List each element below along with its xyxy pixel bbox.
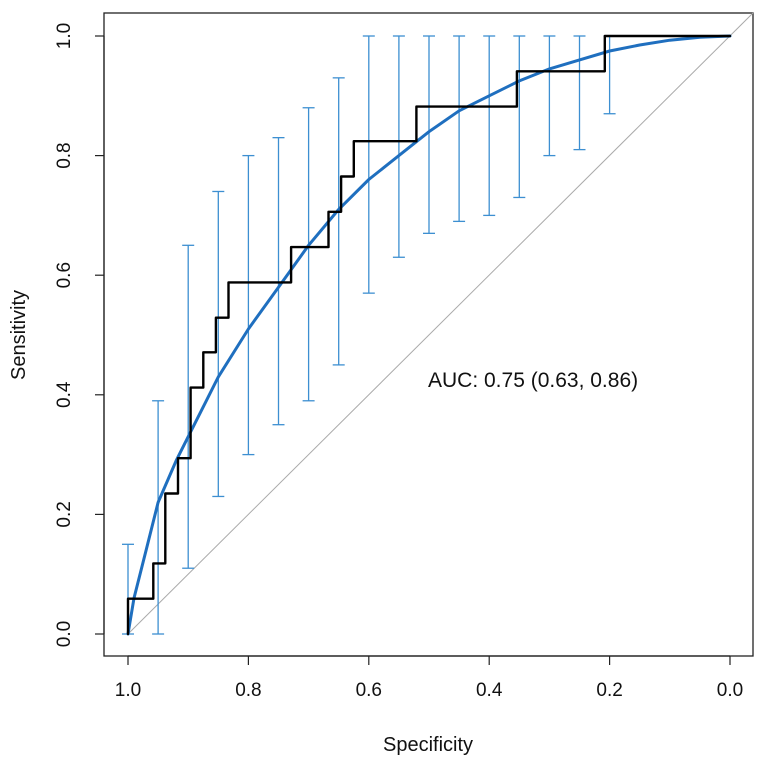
y-axis-title: Sensitivity [8, 290, 30, 380]
y-tick-label: 0.6 [54, 262, 75, 288]
x-axis-title: Specificity [383, 734, 473, 756]
x-tick-label: 1.0 [115, 680, 141, 701]
reference-diagonal [127, 12, 754, 635]
diagonal-layer [127, 12, 754, 635]
y-tick-label: 0.4 [54, 381, 75, 408]
x-tick-label: 0.8 [235, 680, 261, 701]
x-tick-label: 0.4 [476, 680, 503, 701]
x-tick-label: 0.6 [356, 680, 382, 701]
y-tick-label: 1.0 [54, 23, 75, 49]
y-tick-label: 0.2 [54, 501, 75, 527]
smoothed-roc-curve [126, 34, 732, 636]
auc-annotation: AUC: 0.75 (0.63, 0.86) [428, 369, 638, 392]
y-tick-label: 0.8 [54, 142, 75, 168]
empirical-curve-layer [126, 34, 732, 636]
smoothed-curve-layer [126, 34, 732, 636]
x-tick-label: 0.2 [596, 680, 622, 701]
axes: 1.0 0.8 0.6 0.4 0.2 0.0 0.0 0.2 0.4 0.6 0.8 1.0 [54, 23, 743, 701]
x-tick-label: 0.0 [717, 680, 743, 701]
empirical-roc-curve [126, 34, 732, 636]
y-tick-label: 0.0 [54, 621, 75, 647]
ci-bars [122, 35, 616, 635]
